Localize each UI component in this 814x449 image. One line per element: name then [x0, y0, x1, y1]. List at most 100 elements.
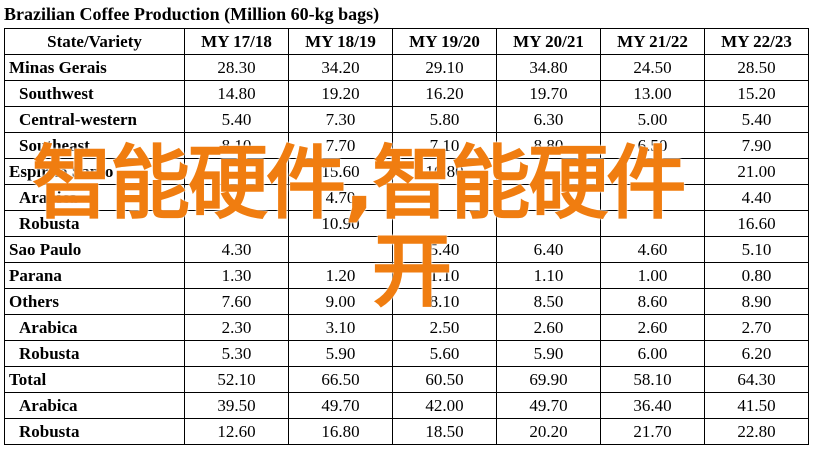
- row-label: Espirito Santo: [4, 158, 185, 185]
- header-year: MY 17/18: [184, 28, 289, 55]
- table-cell: 20.20: [496, 418, 601, 445]
- table-cell: 2.30: [184, 314, 289, 341]
- table-cell: 21.70: [600, 418, 705, 445]
- table-cell: 8.80: [496, 132, 601, 159]
- table-cell: 36.40: [600, 392, 705, 419]
- row-label: Arabica: [4, 314, 185, 341]
- table-cell: 5.60: [392, 340, 497, 367]
- production-table: State/Variety MY 17/18 MY 18/19 MY 19/20…: [4, 28, 809, 445]
- table-cell: 1.10: [496, 262, 601, 289]
- table-cell: 1.00: [600, 262, 705, 289]
- table-cell: 4.40: [704, 184, 809, 211]
- table-cell: 28.30: [184, 54, 289, 81]
- header-year: MY 18/19: [288, 28, 393, 55]
- row-label: Robusta: [4, 418, 185, 445]
- table-cell: 28.50: [704, 54, 809, 81]
- table-cell: 39.50: [184, 392, 289, 419]
- table-cell: 12.60: [184, 418, 289, 445]
- table-cell: 5.40: [704, 106, 809, 133]
- table-cell: [392, 184, 497, 211]
- table-cell: 4.30: [184, 236, 289, 263]
- table-cell: 8.10: [184, 132, 289, 159]
- table-row: Southwest 14.80 19.20 16.20 19.70 13.00 15.20: [4, 80, 809, 107]
- table-row: Robusta 5.30 5.90 5.60 5.90 6.00 6.20: [4, 340, 809, 367]
- table-cell: 49.70: [288, 392, 393, 419]
- row-label: Robusta: [4, 210, 185, 237]
- table-cell: 15.60: [288, 158, 393, 185]
- table-cell: 22.80: [704, 418, 809, 445]
- row-label: Sao Paulo: [4, 236, 185, 263]
- table-cell: 16.20: [392, 80, 497, 107]
- table-cell: 69.90: [496, 366, 601, 393]
- table-cell: 10.90: [288, 210, 393, 237]
- header-year: MY 21/22: [600, 28, 705, 55]
- header-year: MY 22/23: [704, 28, 809, 55]
- row-label: Total: [4, 366, 185, 393]
- table-row: Arabica 2.30 3.10 2.50 2.60 2.60 2.70: [4, 314, 809, 341]
- table-row: Espirito Santo 15.60 16.80 21.00: [4, 158, 809, 185]
- table-cell: 19.20: [288, 80, 393, 107]
- row-label: Southwest: [4, 80, 185, 107]
- table-cell: 7.30: [288, 106, 393, 133]
- table-cell: 60.50: [392, 366, 497, 393]
- table-row: Parana 1.30 1.20 1.10 1.10 1.00 0.80: [4, 262, 809, 289]
- table-cell: 5.80: [392, 106, 497, 133]
- row-label: Others: [4, 288, 185, 315]
- table-row: Robusta 12.60 16.80 18.50 20.20 21.70 22.80: [4, 418, 809, 445]
- table-cell: 9.00: [288, 288, 393, 315]
- table-cell: 3.10: [288, 314, 393, 341]
- table-cell: 16.80: [288, 418, 393, 445]
- table-cell: 14.80: [184, 80, 289, 107]
- table-cell: 8.90: [704, 288, 809, 315]
- row-label: Robusta: [4, 340, 185, 367]
- table-cell: 15.20: [704, 80, 809, 107]
- table-cell: 29.10: [392, 54, 497, 81]
- table-cell: 64.30: [704, 366, 809, 393]
- table-cell: 7.60: [184, 288, 289, 315]
- row-label: Central-western: [4, 106, 185, 133]
- table-cell: 52.10: [184, 366, 289, 393]
- table-cell: [496, 158, 601, 185]
- table-cell: 19.70: [496, 80, 601, 107]
- table-cell: 5.90: [288, 340, 393, 367]
- header-state-variety: State/Variety: [4, 28, 185, 55]
- table-cell: 4.70: [288, 184, 393, 211]
- table-cell: 8.60: [600, 288, 705, 315]
- table-cell: 18.50: [392, 418, 497, 445]
- row-label: Arabica: [4, 392, 185, 419]
- table-cell: 42.00: [392, 392, 497, 419]
- row-label: Parana: [4, 262, 185, 289]
- table-title: Brazilian Coffee Production (Million 60-…: [4, 4, 380, 24]
- table-cell: 2.60: [496, 314, 601, 341]
- table-cell: 1.20: [288, 262, 393, 289]
- table-cell: 49.70: [496, 392, 601, 419]
- table-cell: 6.30: [496, 106, 601, 133]
- watermark-overlay-text: 开: [372, 225, 452, 318]
- table-cell: 5.00: [600, 106, 705, 133]
- table-cell: 41.50: [704, 392, 809, 419]
- table-cell: 34.80: [496, 54, 601, 81]
- table-cell: 6.20: [704, 340, 809, 367]
- header-row: State/Variety MY 17/18 MY 18/19 MY 19/20…: [4, 28, 809, 55]
- table-cell: 1.30: [184, 262, 289, 289]
- table-cell: 7.90: [704, 132, 809, 159]
- table-cell: 21.00: [704, 158, 809, 185]
- table-cell: 0.80: [704, 262, 809, 289]
- table-cell: 16.60: [704, 210, 809, 237]
- watermark-overlay-text: 智能硬件,智能硬件: [32, 137, 686, 230]
- table-cell: 66.50: [288, 366, 393, 393]
- table-cell: 1.10: [392, 262, 497, 289]
- table-cell: 4.60: [600, 236, 705, 263]
- header-year: MY 19/20: [392, 28, 497, 55]
- table-cell: 2.70: [704, 314, 809, 341]
- table-cell: 5.40: [184, 106, 289, 133]
- table-cell: 13.00: [600, 80, 705, 107]
- table-cell: 2.60: [600, 314, 705, 341]
- row-label: Minas Gerais: [4, 54, 185, 81]
- table-row: Total 52.10 66.50 60.50 69.90 58.10 64.30: [4, 366, 809, 393]
- table-cell: 5.40: [392, 236, 497, 263]
- header-year: MY 20/21: [496, 28, 601, 55]
- table-row: Arabica 39.50 49.70 42.00 49.70 36.40 41.50: [4, 392, 809, 419]
- table-cell: 58.10: [600, 366, 705, 393]
